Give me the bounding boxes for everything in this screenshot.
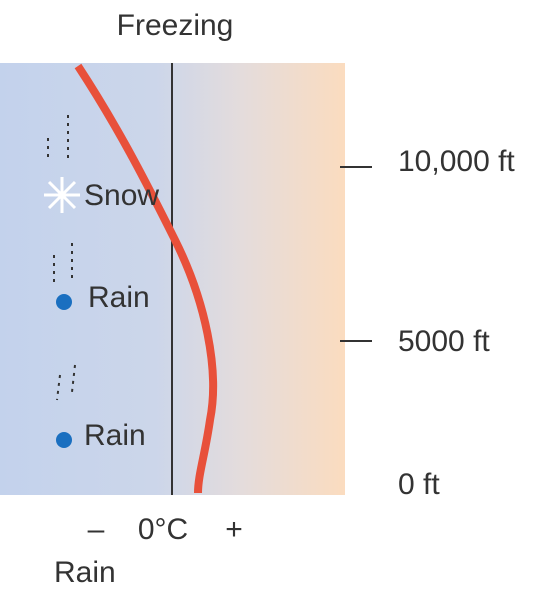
precip-label: Rain bbox=[84, 419, 146, 452]
altitude-label: 0 ft bbox=[398, 468, 440, 501]
axis-label: – bbox=[88, 513, 105, 546]
caption: Rain bbox=[54, 556, 116, 589]
precip-label: Snow bbox=[84, 179, 159, 212]
temperature-curve bbox=[74, 63, 218, 494]
precip-streaks bbox=[47, 115, 76, 401]
rain-drop bbox=[56, 294, 72, 310]
axis-label: + bbox=[225, 513, 243, 546]
rain-drop bbox=[56, 432, 72, 448]
title: Freezing bbox=[117, 9, 234, 42]
precip-label: Rain bbox=[88, 281, 150, 314]
axis-label: 0°C bbox=[138, 513, 188, 546]
altitude-label: 5000 ft bbox=[398, 325, 490, 358]
snow-icon bbox=[44, 177, 80, 213]
altitude-label: 10,000 ft bbox=[398, 145, 515, 178]
